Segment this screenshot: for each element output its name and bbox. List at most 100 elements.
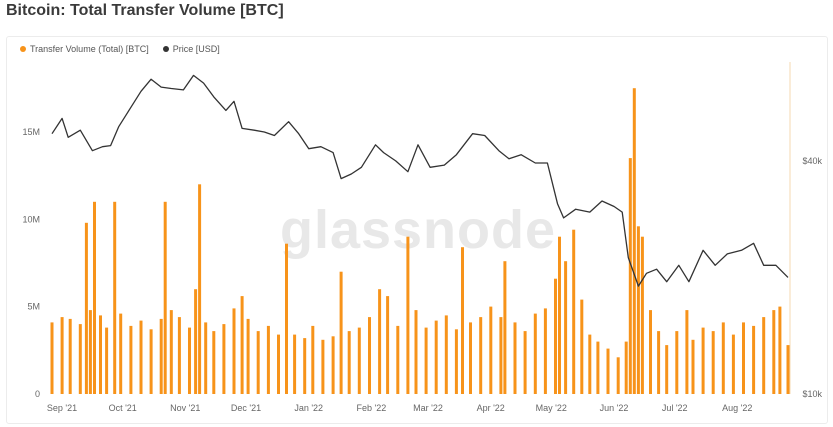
- volume-bar: [240, 296, 244, 394]
- volume-bar: [177, 317, 181, 394]
- y-left-tick-label: 5M: [27, 302, 40, 312]
- volume-bar: [232, 308, 236, 394]
- watermark: glassnode: [280, 200, 556, 260]
- legend-item-volume[interactable]: Transfer Volume (Total) [BTC]: [20, 44, 149, 54]
- x-tick-label: Aug '22: [722, 403, 752, 413]
- volume-bar: [368, 317, 371, 394]
- y-right-tick-label: $40k: [802, 156, 822, 166]
- volume-bar: [424, 327, 428, 394]
- volume-bar: [721, 322, 725, 394]
- volume-bar: [198, 184, 202, 394]
- volume-bar: [293, 334, 297, 394]
- volume-bar: [357, 327, 361, 394]
- volume-bar: [68, 318, 72, 394]
- volume-bar: [752, 325, 756, 394]
- volume-bar: [396, 325, 400, 394]
- chart-title: Bitcoin: Total Transfer Volume [BTC]: [6, 2, 284, 19]
- volume-bar: [558, 236, 561, 394]
- volume-bar: [628, 158, 632, 394]
- x-tick-label: Feb '22: [357, 403, 387, 413]
- volume-bar: [711, 331, 715, 394]
- x-axis: Sep '21 Oct '21 Nov '21 Dec '21 Jan '22 Feb '…: [47, 403, 753, 413]
- volume-bar: [78, 324, 82, 394]
- volume-bar: [406, 236, 410, 394]
- volume-bar: [434, 320, 438, 394]
- volume-bar: [88, 310, 92, 394]
- volume-bar: [331, 336, 335, 394]
- volume-bar: [105, 327, 109, 394]
- volume-bar: [50, 322, 54, 394]
- legend-volume-label: Transfer Volume (Total) [BTC]: [30, 44, 149, 54]
- x-tick-label: Nov '21: [170, 403, 200, 413]
- volume-bar: [113, 201, 117, 394]
- volume-bar: [222, 324, 226, 394]
- x-tick-label: Jul '22: [662, 403, 688, 413]
- x-tick-label: May '22: [536, 403, 567, 413]
- volume-bar: [163, 201, 167, 394]
- volume-bar: [149, 329, 153, 394]
- volume-bar: [321, 339, 325, 394]
- volume-bar: [632, 88, 636, 394]
- volume-bar: [772, 310, 776, 394]
- volume-bar: [606, 348, 610, 394]
- price-line: [51, 74, 789, 287]
- volume-bar: [499, 317, 503, 394]
- volume-bar: [665, 345, 669, 394]
- volume-bar: [311, 325, 315, 394]
- volume-bar: [99, 315, 102, 394]
- volume-bar: [616, 357, 620, 394]
- x-tick-label: Apr '22: [477, 403, 505, 413]
- volume-bar: [266, 325, 270, 394]
- volume-bar: [194, 289, 198, 394]
- volume-bar: [378, 289, 382, 394]
- volume-bar: [701, 327, 705, 394]
- volume-bar: [685, 310, 689, 394]
- y-axis-left: 0 5M 10M 15M: [22, 127, 40, 399]
- volume-bar: [60, 317, 64, 394]
- volume-bar: [84, 222, 88, 394]
- x-tick-label: Sep '21: [47, 403, 77, 413]
- x-tick-label: Jun '22: [600, 403, 629, 413]
- volume-bar: [564, 261, 568, 394]
- volume-bar: [277, 334, 280, 394]
- volume-bar: [159, 318, 163, 394]
- y-axis-right: $10k $40k: [789, 62, 822, 399]
- y-left-tick-label: 10M: [22, 214, 40, 224]
- chart-legend: Transfer Volume (Total) [BTC] Price [USD…: [20, 44, 220, 54]
- volume-bar: [188, 327, 191, 394]
- volume-bar: [479, 317, 483, 394]
- volume-bar: [636, 226, 640, 394]
- volume-bar: [93, 201, 96, 394]
- volume-bar: [129, 325, 133, 394]
- volume-bar: [386, 296, 390, 394]
- volume-bar: [347, 331, 351, 394]
- x-tick-label: Jan '22: [294, 403, 323, 413]
- volume-bar: [246, 318, 250, 394]
- volume-bar: [523, 331, 527, 394]
- volume-bar: [778, 306, 782, 394]
- legend-price-label: Price [USD]: [172, 44, 220, 54]
- volume-bar: [649, 310, 652, 394]
- volume-bar: [461, 247, 464, 394]
- volume-bar: [691, 339, 695, 394]
- volume-bar: [580, 299, 584, 394]
- volume-bar: [339, 271, 343, 394]
- volume-bar: [640, 236, 644, 394]
- price-line-group: [51, 74, 789, 287]
- volume-bar: [139, 320, 143, 394]
- legend-item-price[interactable]: Price [USD]: [162, 44, 220, 54]
- volume-bar: [454, 329, 458, 394]
- x-tick-label: Oct '21: [109, 403, 137, 413]
- volume-bar: [285, 243, 288, 394]
- legend-price-swatch: [162, 46, 169, 52]
- volume-bar: [675, 331, 679, 394]
- volume-bar: [762, 317, 766, 394]
- volume-bar: [742, 322, 745, 394]
- volume-bar: [444, 315, 448, 394]
- x-tick-label: Dec '21: [231, 403, 261, 413]
- volume-bar: [588, 334, 592, 394]
- volume-bar: [503, 261, 507, 394]
- volume-bar: [256, 331, 260, 394]
- volume-bar: [543, 308, 547, 394]
